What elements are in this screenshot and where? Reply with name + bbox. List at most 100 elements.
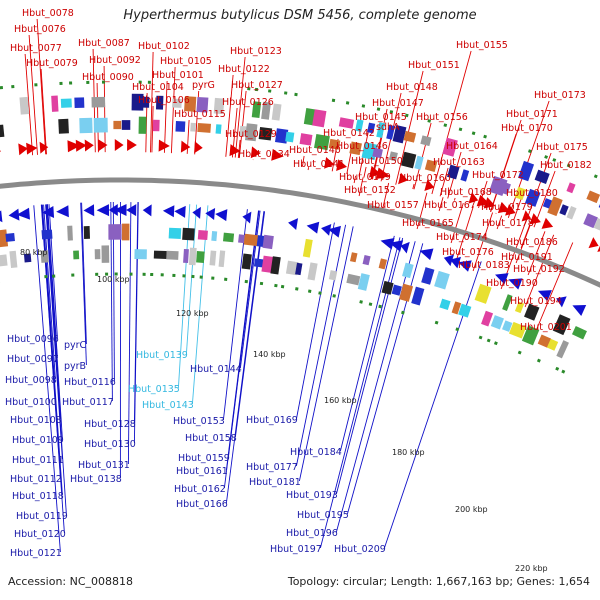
gene-arrow xyxy=(113,204,127,216)
kbp-label: 220 kbp xyxy=(515,564,548,573)
gene-label: Hbut_0177 xyxy=(246,462,298,473)
gene-arrow xyxy=(42,206,55,218)
feature-dot xyxy=(284,91,288,95)
gene-block xyxy=(67,225,73,241)
feature-dot xyxy=(259,281,264,286)
feature-dot xyxy=(295,287,299,291)
gene-block xyxy=(489,175,508,196)
feature-dot xyxy=(150,272,154,277)
gene-block xyxy=(295,262,303,276)
gene-label: Hbut_0135 xyxy=(128,384,180,395)
gene-arrow xyxy=(389,240,404,252)
gene-label: Hbut_0172 xyxy=(472,170,524,181)
gene-block xyxy=(51,95,59,112)
gene-block xyxy=(152,119,160,132)
feature-dot xyxy=(536,358,541,363)
leader-line xyxy=(450,202,464,244)
feature-dot xyxy=(486,338,491,343)
leader-line xyxy=(103,65,106,153)
gene-arrow xyxy=(26,142,38,155)
gene-block xyxy=(447,164,460,180)
leader-line xyxy=(363,166,367,178)
leader-line xyxy=(36,18,47,155)
gene-arrow xyxy=(380,237,395,250)
feature-dot xyxy=(86,80,90,84)
leader-line xyxy=(222,209,248,421)
gene-block xyxy=(184,96,197,112)
gene-label: Hbut_0156 xyxy=(416,112,468,123)
gene-block xyxy=(0,124,5,139)
kbp-label: 160 kbp xyxy=(324,396,357,405)
feature-dot xyxy=(359,300,363,304)
gene-label: Hbut_0145 xyxy=(355,112,407,123)
gene-label: Hbut_0162 xyxy=(174,484,226,495)
gene-block xyxy=(521,325,540,346)
gene-arrow xyxy=(468,192,479,204)
gene-block xyxy=(514,186,527,201)
feature-dot xyxy=(172,273,176,277)
gene-label: Hbut_0181 xyxy=(249,477,301,488)
gene-arrow xyxy=(75,139,87,152)
gene-label: Hbut_0120 xyxy=(14,529,66,540)
gene-block xyxy=(372,147,383,159)
feature-dot xyxy=(443,123,448,128)
gene-block xyxy=(258,127,273,141)
gene-label: Hbut_0197 xyxy=(270,544,322,555)
gene-block xyxy=(94,249,101,260)
gene-label: Hbut_0123 xyxy=(230,46,282,57)
feature-dot xyxy=(458,127,463,132)
leader-line xyxy=(48,204,58,339)
gene-arrow xyxy=(419,248,434,261)
gene-block xyxy=(420,135,432,147)
feature-dot xyxy=(254,87,259,92)
gene-label: Hbut_0101 xyxy=(152,70,204,81)
feature-dot xyxy=(552,158,557,162)
leader-line xyxy=(472,212,494,272)
gene-block xyxy=(314,133,330,151)
leader-line xyxy=(28,34,38,155)
feature-dot xyxy=(52,274,56,278)
gene-label: Hbut_0175 xyxy=(536,142,588,153)
leader-line xyxy=(295,222,335,420)
feature-dot xyxy=(147,80,151,84)
feature-dot xyxy=(211,276,215,280)
backbone-arc xyxy=(0,177,600,288)
gene-block xyxy=(101,245,110,263)
gene-label: Hbut_0138 xyxy=(70,474,122,485)
gene-label: Hbut_0152 xyxy=(344,185,396,196)
gene-arrow xyxy=(508,278,523,290)
gene-block xyxy=(19,96,30,115)
leader-line xyxy=(225,74,234,157)
gene-block xyxy=(508,321,527,339)
gene-block xyxy=(534,169,550,184)
gene-block xyxy=(209,250,217,266)
gene-label: Hbut_0183 xyxy=(458,260,510,271)
gene-label: Hbut_0186 xyxy=(506,237,558,248)
gene-label: Hbut_0147 xyxy=(372,98,424,109)
topology-text: Topology: circular; Length: 1,667,163 bp… xyxy=(287,575,590,588)
gene-label: Hbut_0180 xyxy=(506,188,558,199)
kbp-label: 80 kbp xyxy=(20,248,48,257)
feature-dot xyxy=(182,274,186,278)
gene-block xyxy=(299,133,313,146)
gene-arrow xyxy=(180,140,191,153)
feature-dot xyxy=(368,302,373,307)
gene-block xyxy=(155,95,164,110)
accession-text: Accession: NC_008818 xyxy=(8,575,134,588)
gene-label: Hbut_0191 xyxy=(501,252,553,263)
map-title: Hyperthermus butylicus DSM 5456, complet… xyxy=(123,8,477,23)
gene-block xyxy=(376,122,386,138)
gene-label: Hbut_0184 xyxy=(290,447,342,458)
leader-line xyxy=(45,204,67,516)
gene-arrow xyxy=(288,218,299,231)
leader-line xyxy=(416,192,428,230)
gene-label: Hbut_0195 xyxy=(297,510,349,521)
gene-arrow xyxy=(556,296,567,308)
gene-block xyxy=(190,122,196,132)
gene-label: Hbut_0151 xyxy=(408,60,460,71)
leader-line xyxy=(80,202,87,366)
gene-label: Hbut_0143 xyxy=(142,400,194,411)
gene-arrow xyxy=(271,148,284,161)
leader-line xyxy=(358,177,364,197)
feature-dot xyxy=(0,85,4,90)
